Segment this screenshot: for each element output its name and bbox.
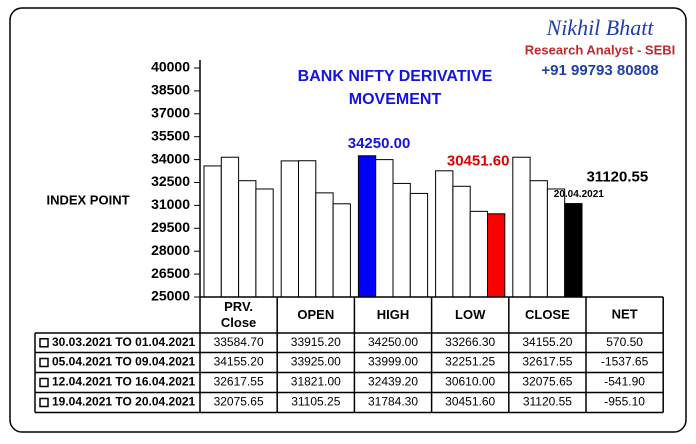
column-header: LOW <box>455 307 486 322</box>
annotation: 30451.60 <box>447 153 510 170</box>
table-cell: -541.90 <box>604 375 645 389</box>
column-header-box: HIGH <box>376 307 410 322</box>
table-cell: 33999.00 <box>368 355 418 369</box>
table-cell: 570.50 <box>606 335 643 349</box>
y-tick-label: 25000 <box>151 288 190 304</box>
bar <box>487 213 506 298</box>
column-header-box: PRV. Close <box>220 299 257 330</box>
column-header: HIGH <box>376 307 410 322</box>
table-cell: 30610.00 <box>445 375 495 389</box>
phone: +91 99793 80808 <box>541 62 658 79</box>
table-cell: 32439.20 <box>368 375 418 389</box>
table-cell: 34250.00 <box>368 335 418 349</box>
table-cell: 34155.20 <box>214 355 264 369</box>
table-cell: -955.10 <box>604 395 645 409</box>
author: Nikhil Bhatt <box>546 15 655 40</box>
table-cell: 34155.20 <box>522 335 572 349</box>
bar <box>564 203 583 298</box>
table-cell: 31120.55 <box>523 395 572 409</box>
legend-icon <box>39 397 49 408</box>
annotation: 34250.00 <box>348 135 411 152</box>
y-tick-label: 38500 <box>151 82 190 98</box>
bar <box>357 155 377 298</box>
bar <box>280 160 300 298</box>
column-header-box: LOW <box>455 307 486 322</box>
bar <box>435 170 454 298</box>
column-header: NET <box>612 306 638 321</box>
table-cell: 32617.55 <box>214 375 264 389</box>
y-tick-label: 40000 <box>151 59 190 75</box>
bar <box>392 182 411 298</box>
column-header: OPEN <box>297 307 335 322</box>
legend-icon <box>39 377 49 388</box>
bar <box>332 203 351 298</box>
column-header-box: OPEN <box>297 307 335 322</box>
y-tick-label: 26500 <box>151 265 190 281</box>
bar <box>529 180 548 298</box>
legend-icon <box>39 357 49 368</box>
table-cell: 33584.70 <box>214 335 264 349</box>
bar <box>298 160 317 298</box>
annotation-date: 20.04.2021 <box>554 189 604 200</box>
bar <box>546 188 566 298</box>
row-label: 05.04.2021 TO 09.04.2021 <box>52 355 196 369</box>
bar <box>375 159 394 298</box>
y-axis-label: INDEX POINT <box>46 192 129 207</box>
table-cell: 31105.25 <box>291 395 340 409</box>
bar <box>238 180 257 298</box>
table-cell: 31821.00 <box>291 375 341 389</box>
annotation: 31120.55 <box>586 169 648 186</box>
table-cell: -1537.65 <box>601 355 649 369</box>
table-cell: 32617.55 <box>522 355 572 369</box>
y-tick-label: 28000 <box>151 242 190 258</box>
row-label: 19.04.2021 TO 20.04.2021 <box>52 395 196 409</box>
bar <box>220 156 240 298</box>
table-cell: 33266.30 <box>445 335 495 349</box>
y-tick-label: 34000 <box>151 150 190 166</box>
role: Research Analyst - SEBI <box>525 42 676 57</box>
chart-title: BANK NIFTY DERIVATIVE <box>298 68 493 85</box>
legend-icon <box>39 338 49 348</box>
row-label: 30.03.2021 TO 01.04.2021 <box>52 335 196 349</box>
y-tick-label: 31000 <box>151 196 190 212</box>
table-cell: 32075.65 <box>214 395 264 409</box>
table-cell: 32251.25 <box>445 355 495 369</box>
column-header: CLOSE <box>524 307 570 322</box>
table-cell: 33915.20 <box>291 335 341 349</box>
table-cell: 31784.30 <box>368 395 418 409</box>
column-header: PRV. Close <box>220 299 257 330</box>
bar <box>469 210 489 298</box>
bar <box>452 185 471 298</box>
table-cell: 30451.60 <box>445 395 495 409</box>
y-tick-label: 37000 <box>151 105 190 121</box>
y-tick-label: 35500 <box>151 127 190 143</box>
chart-title: MOVEMENT <box>349 91 442 108</box>
y-tick-label: 29500 <box>151 219 190 235</box>
row-label: 12.04.2021 TO 16.04.2021 <box>52 375 196 389</box>
table-cell: 33925.00 <box>291 355 341 369</box>
table-cell: 32075.65 <box>522 375 572 389</box>
bar <box>203 165 222 298</box>
bar <box>315 192 334 298</box>
y-tick-label: 32500 <box>151 173 190 189</box>
bar <box>255 188 274 298</box>
bar <box>409 192 429 298</box>
column-header-box: CLOSE <box>524 307 570 322</box>
bar <box>512 156 531 298</box>
